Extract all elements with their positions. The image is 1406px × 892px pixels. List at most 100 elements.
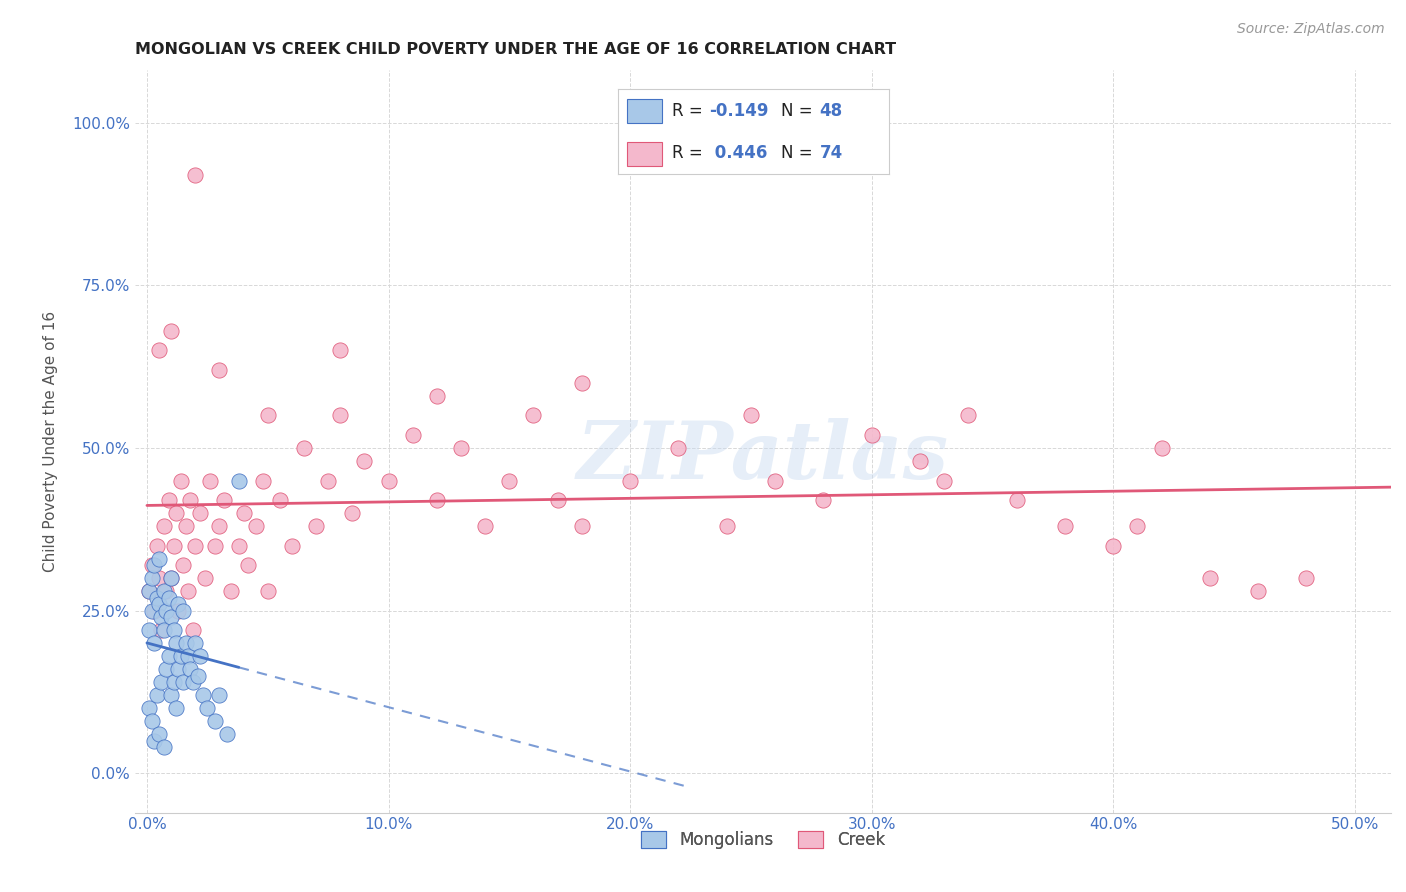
Point	[316, 474, 339, 488]
Point	[198, 474, 221, 488]
Point	[256, 409, 278, 423]
Point	[155, 662, 177, 676]
Point	[957, 409, 980, 423]
Point	[167, 604, 190, 618]
Point	[571, 376, 593, 390]
Point	[160, 689, 183, 703]
Y-axis label: Child Poverty Under the Age of 16: Child Poverty Under the Age of 16	[44, 311, 58, 572]
Point	[141, 604, 163, 618]
Point	[1005, 493, 1028, 508]
Point	[666, 441, 689, 455]
Point	[184, 168, 207, 182]
Point	[908, 454, 931, 468]
Point	[177, 584, 200, 599]
Point	[292, 441, 315, 455]
Point	[194, 571, 217, 585]
Point	[157, 493, 180, 508]
Point	[329, 343, 352, 358]
Point	[160, 571, 183, 585]
Point	[1102, 539, 1125, 553]
Text: Source: ZipAtlas.com: Source: ZipAtlas.com	[1237, 22, 1385, 37]
Point	[138, 624, 160, 638]
Point	[148, 343, 170, 358]
Point	[245, 519, 267, 533]
Point	[232, 506, 254, 520]
Point	[377, 474, 399, 488]
Point	[143, 558, 166, 573]
Point	[160, 571, 183, 585]
Point	[1150, 441, 1173, 455]
Point	[150, 624, 173, 638]
Point	[172, 675, 194, 690]
Point	[195, 701, 218, 715]
Point	[138, 701, 160, 715]
Point	[145, 539, 167, 553]
Point	[172, 604, 194, 618]
Point	[145, 689, 167, 703]
Point	[174, 636, 197, 650]
Point	[187, 669, 209, 683]
Point	[329, 409, 352, 423]
Point	[138, 584, 160, 599]
Point	[145, 591, 167, 605]
Point	[498, 474, 520, 488]
Point	[167, 662, 190, 676]
Point	[150, 610, 173, 624]
Point	[160, 610, 183, 624]
Point	[305, 519, 328, 533]
Point	[167, 597, 190, 611]
Point	[932, 474, 955, 488]
Point	[716, 519, 738, 533]
Point	[153, 584, 176, 599]
Point	[474, 519, 496, 533]
Legend: Mongolians, Creek: Mongolians, Creek	[634, 824, 891, 856]
Point	[353, 454, 375, 468]
Point	[1247, 584, 1270, 599]
Point	[221, 584, 243, 599]
Point	[155, 584, 177, 599]
Point	[228, 474, 250, 488]
Point	[143, 636, 166, 650]
Point	[619, 474, 641, 488]
Point	[269, 493, 291, 508]
Point	[172, 558, 194, 573]
Point	[208, 363, 231, 377]
Point	[153, 624, 176, 638]
Point	[184, 539, 207, 553]
Point	[153, 740, 176, 755]
Point	[177, 649, 200, 664]
Point	[153, 519, 176, 533]
Point	[165, 506, 187, 520]
Point	[162, 675, 184, 690]
Point	[208, 689, 231, 703]
Point	[188, 506, 211, 520]
Point	[1053, 519, 1076, 533]
Point	[740, 409, 762, 423]
Point	[157, 591, 180, 605]
Point	[141, 714, 163, 729]
Point	[342, 506, 364, 520]
Point	[204, 539, 226, 553]
Point	[162, 539, 184, 553]
Point	[426, 389, 449, 403]
Point	[252, 474, 274, 488]
Point	[208, 519, 231, 533]
Point	[522, 409, 544, 423]
Text: ZIPatlas: ZIPatlas	[576, 417, 949, 495]
Point	[148, 597, 170, 611]
Point	[143, 734, 166, 748]
Point	[763, 474, 786, 488]
Point	[141, 571, 163, 585]
Point	[215, 727, 238, 741]
Point	[165, 701, 187, 715]
Point	[450, 441, 472, 455]
Point	[165, 636, 187, 650]
Point	[1198, 571, 1220, 585]
Point	[141, 558, 163, 573]
Point	[181, 624, 204, 638]
Point	[571, 519, 593, 533]
Point	[184, 636, 207, 650]
Point	[162, 624, 184, 638]
Point	[143, 604, 166, 618]
Point	[188, 649, 211, 664]
